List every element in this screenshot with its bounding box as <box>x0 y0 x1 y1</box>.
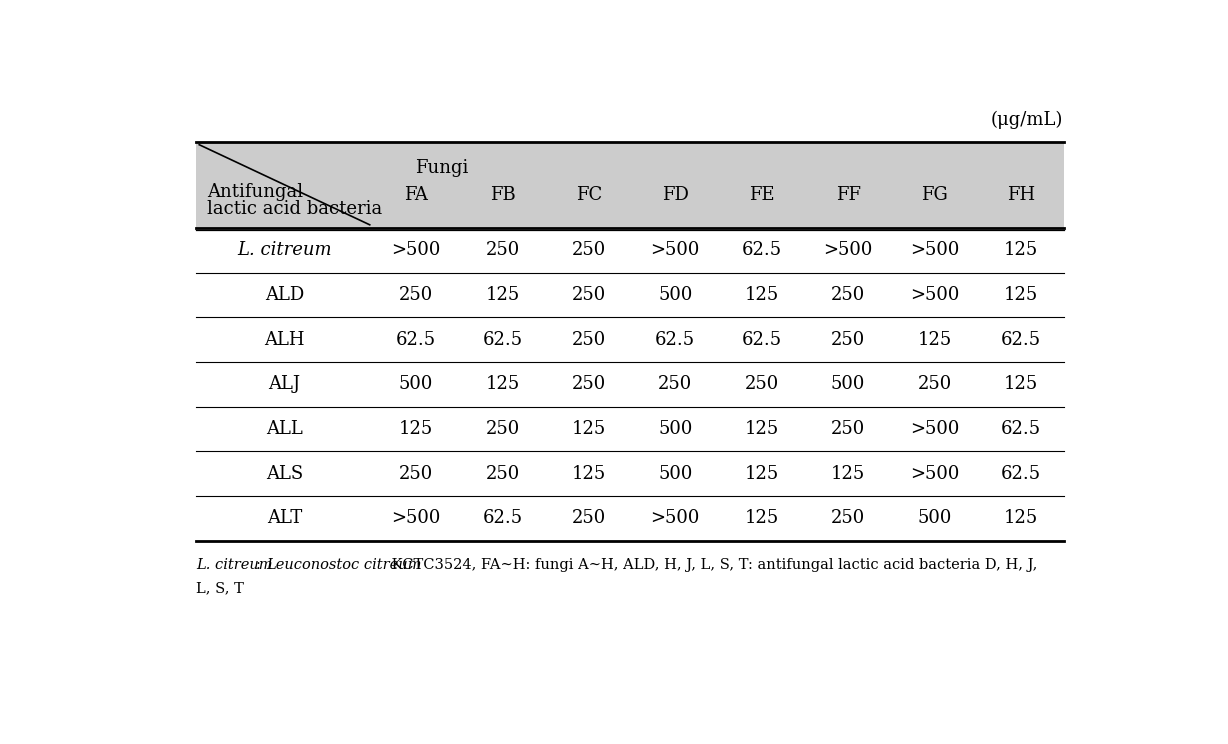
Text: 125: 125 <box>831 464 866 483</box>
Text: 250: 250 <box>572 241 605 259</box>
Text: 250: 250 <box>572 509 605 527</box>
Text: 125: 125 <box>572 464 605 483</box>
Text: KCTC3524, FA∼H: fungi A∼H, ALD, H, J, L, S, T: antifungal lactic acid bacteria D: KCTC3524, FA∼H: fungi A∼H, ALD, H, J, L,… <box>387 558 1038 572</box>
Text: 125: 125 <box>399 420 433 438</box>
Text: FG: FG <box>921 186 948 204</box>
Text: 125: 125 <box>744 464 779 483</box>
Text: 250: 250 <box>572 330 605 348</box>
Text: >500: >500 <box>824 241 873 259</box>
Text: 500: 500 <box>658 286 693 304</box>
Text: 125: 125 <box>1003 286 1038 304</box>
Text: 250: 250 <box>831 286 866 304</box>
Text: 62.5: 62.5 <box>1001 464 1041 483</box>
Text: 62.5: 62.5 <box>742 241 782 259</box>
Text: 250: 250 <box>572 286 605 304</box>
Text: ALJ: ALJ <box>269 375 301 393</box>
Text: >500: >500 <box>910 241 959 259</box>
Text: 125: 125 <box>1003 241 1038 259</box>
Text: 250: 250 <box>399 286 433 304</box>
Text: >500: >500 <box>392 241 441 259</box>
Text: 125: 125 <box>1003 375 1038 393</box>
Text: lactic acid bacteria: lactic acid bacteria <box>208 200 382 218</box>
Text: >500: >500 <box>910 420 959 438</box>
Text: >500: >500 <box>910 286 959 304</box>
Text: ALS: ALS <box>265 464 303 483</box>
Text: 500: 500 <box>917 509 952 527</box>
Text: FD: FD <box>662 186 689 204</box>
Text: 62.5: 62.5 <box>483 509 522 527</box>
Text: ALD: ALD <box>265 286 305 304</box>
Text: 125: 125 <box>572 420 605 438</box>
Text: 125: 125 <box>485 286 519 304</box>
Text: L. citreum: L. citreum <box>237 241 332 259</box>
Text: L, S, T: L, S, T <box>196 581 244 595</box>
Text: 62.5: 62.5 <box>1001 420 1041 438</box>
Text: 250: 250 <box>485 464 519 483</box>
Text: FA: FA <box>404 186 429 204</box>
Text: 250: 250 <box>831 509 866 527</box>
Text: (μg/mL): (μg/mL) <box>990 111 1062 129</box>
Polygon shape <box>196 141 1065 228</box>
Text: 125: 125 <box>744 286 779 304</box>
Text: 62.5: 62.5 <box>656 330 695 348</box>
Text: >500: >500 <box>651 241 700 259</box>
Text: 125: 125 <box>744 420 779 438</box>
Text: 250: 250 <box>658 375 693 393</box>
Text: FC: FC <box>576 186 602 204</box>
Text: 250: 250 <box>399 464 433 483</box>
Text: Antifungal: Antifungal <box>208 183 303 201</box>
Text: Fungi: Fungi <box>415 158 469 176</box>
Text: 250: 250 <box>485 241 519 259</box>
Text: L. citreum: L. citreum <box>196 558 273 572</box>
Text: Leuconostoc citreum: Leuconostoc citreum <box>266 558 422 572</box>
Text: 500: 500 <box>399 375 433 393</box>
Text: :: : <box>255 558 270 572</box>
Text: 125: 125 <box>917 330 952 348</box>
Text: ALT: ALT <box>266 509 302 527</box>
Text: ALH: ALH <box>264 330 305 348</box>
Text: >500: >500 <box>392 509 441 527</box>
Text: 62.5: 62.5 <box>483 330 522 348</box>
Text: 62.5: 62.5 <box>742 330 782 348</box>
Text: 125: 125 <box>744 509 779 527</box>
Text: >500: >500 <box>910 464 959 483</box>
Text: FF: FF <box>835 186 861 204</box>
Text: 250: 250 <box>831 330 866 348</box>
Text: 500: 500 <box>658 464 693 483</box>
Text: 125: 125 <box>1003 509 1038 527</box>
Text: 250: 250 <box>485 420 519 438</box>
Text: 250: 250 <box>744 375 779 393</box>
Text: FE: FE <box>749 186 775 204</box>
Text: 62.5: 62.5 <box>1001 330 1041 348</box>
Text: FH: FH <box>1007 186 1035 204</box>
Text: 500: 500 <box>831 375 866 393</box>
Text: 250: 250 <box>572 375 605 393</box>
Text: FB: FB <box>490 186 516 204</box>
Text: 500: 500 <box>658 420 693 438</box>
Text: 250: 250 <box>917 375 952 393</box>
Text: 250: 250 <box>831 420 866 438</box>
Text: ALL: ALL <box>266 420 303 438</box>
Text: 62.5: 62.5 <box>395 330 436 348</box>
Text: >500: >500 <box>651 509 700 527</box>
Text: 125: 125 <box>485 375 519 393</box>
